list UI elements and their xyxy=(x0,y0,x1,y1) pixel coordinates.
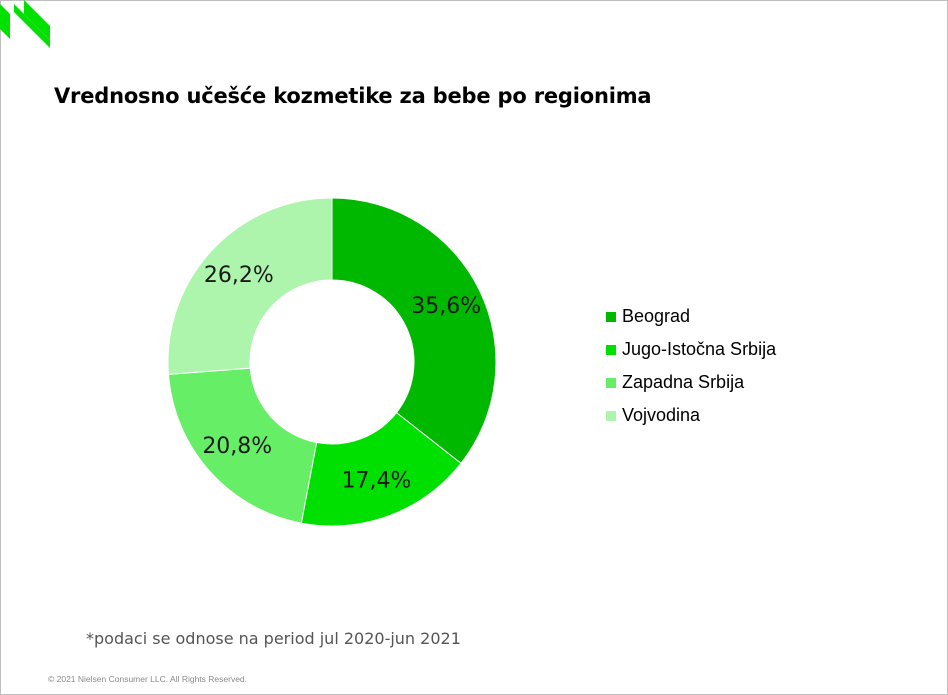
legend-item-zapadna-srbija: Zapadna Srbija xyxy=(606,366,776,399)
legend-swatch xyxy=(606,410,616,421)
donut-slice-beograd xyxy=(331,197,497,465)
data-label: 26,2% xyxy=(204,263,274,288)
legend-label: Vojvodina xyxy=(622,405,701,425)
donut-slice-zapadna-srbija xyxy=(167,367,318,524)
data-label: 35,6% xyxy=(411,294,481,319)
footnote: *podaci se odnose na period jul 2020-jun… xyxy=(86,629,461,648)
chart-title: Vrednosno učešće kozmetike za bebe po re… xyxy=(54,84,652,108)
legend-item-vojvodina: Vojvodina xyxy=(606,399,776,432)
legend-label: Zapadna Srbija xyxy=(622,372,745,392)
copyright-notice: © 2021 Nielsen Consumer LLC. All Rights … xyxy=(48,674,248,684)
legend-swatch xyxy=(606,377,616,388)
donut-slice-vojvodina xyxy=(167,197,333,375)
legend-item-beograd: Beograd xyxy=(606,300,776,333)
legend-label: Jugo-Istočna Srbija xyxy=(622,339,777,359)
legend-swatch xyxy=(606,311,616,322)
legend-item-jugo-istocna-srbija: Jugo-Istočna Srbija xyxy=(606,333,776,366)
data-label: 17,4% xyxy=(342,468,412,493)
chart-legend: Beograd Jugo-Istočna Srbija Zapadna Srbi… xyxy=(606,300,776,432)
donut-slice-jugo-isto-na-srbija xyxy=(300,411,462,527)
legend-label: Beograd xyxy=(622,306,691,326)
nielsen-logo-icon xyxy=(0,0,50,48)
legend-swatch xyxy=(606,344,616,355)
data-label: 20,8% xyxy=(202,434,272,459)
